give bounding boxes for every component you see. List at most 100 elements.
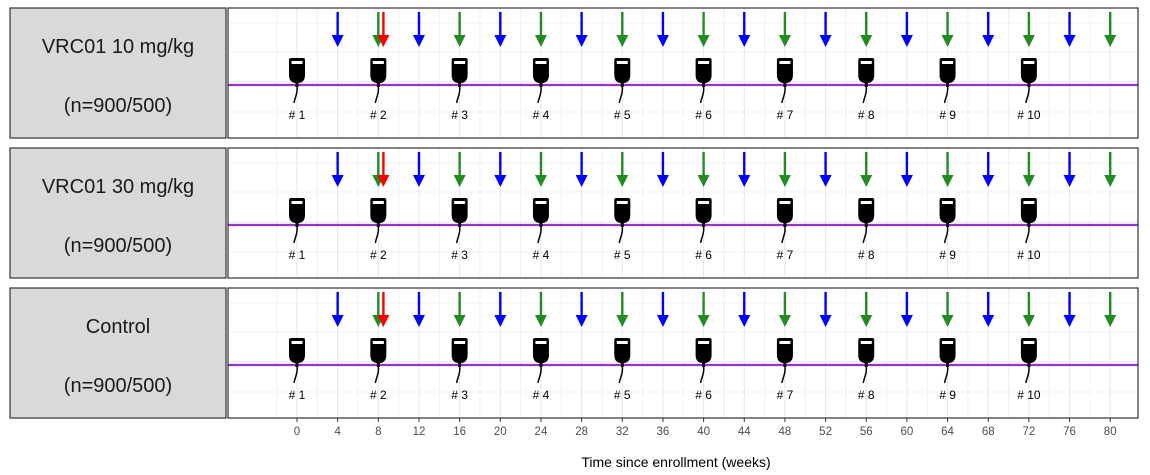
infusion-label: # 2 xyxy=(370,388,387,402)
x-axis-label: Time since enrollment (weeks) xyxy=(581,454,770,470)
x-tick-label: 20 xyxy=(494,426,507,438)
x-tick-label: 44 xyxy=(738,426,751,438)
infusion-bag-icon xyxy=(289,58,305,104)
visit-arrow xyxy=(900,292,913,327)
panel-sublabel: (n=900/500) xyxy=(64,375,172,397)
visit-arrow xyxy=(738,292,751,327)
infusion-bag-icon xyxy=(1020,58,1037,104)
visit-arrow xyxy=(656,292,669,327)
x-tick-label: 64 xyxy=(941,426,954,438)
visit-arrow xyxy=(1063,12,1076,47)
infusion-bag-icon xyxy=(776,198,793,244)
visit-arrow xyxy=(1022,152,1035,187)
infusion-bag-icon xyxy=(614,338,631,384)
infusion-label: # 5 xyxy=(614,248,631,262)
infusion-bag-icon xyxy=(451,198,468,244)
infusion-bag-icon xyxy=(695,198,712,244)
visit-arrow xyxy=(616,152,629,187)
visit-arrow xyxy=(738,12,751,47)
infusion-bag-icon xyxy=(532,338,549,384)
panels: VRC01 10 mg/kg (n=900/500) # 1 # 2 # 3 # 4 # 5… xyxy=(9,7,1139,419)
visit-arrow xyxy=(941,12,954,47)
infusion-bag-icon xyxy=(858,198,875,244)
x-tick-label: 36 xyxy=(657,426,670,438)
visit-arrow xyxy=(982,12,995,47)
infusion-bag-icon xyxy=(370,198,387,244)
panel-border xyxy=(227,7,1139,139)
visit-arrow xyxy=(534,292,547,327)
infusion-bag-icon xyxy=(451,58,468,104)
visit-arrow xyxy=(982,152,995,187)
visit-arrow xyxy=(616,12,629,47)
visit-arrow xyxy=(819,12,832,47)
infusion-bag-icon xyxy=(776,58,793,104)
visit-arrow xyxy=(412,152,425,187)
visit-arrow xyxy=(1063,292,1076,327)
infusion-label: # 2 xyxy=(370,108,387,122)
visit-arrow xyxy=(494,292,507,327)
x-tick-label: 52 xyxy=(819,426,832,438)
visit-arrow xyxy=(819,152,832,187)
infusion-label: # 10 xyxy=(1017,248,1041,262)
infusion-label: # 10 xyxy=(1017,388,1041,402)
panel-strip xyxy=(9,287,227,419)
visit-arrow xyxy=(697,292,710,327)
x-tick-label: 48 xyxy=(779,426,792,438)
visit-arrow xyxy=(656,12,669,47)
visit-arrow xyxy=(331,292,344,327)
infusion-bag-icon xyxy=(451,338,468,384)
visit-arrow xyxy=(941,292,954,327)
infusion-bag-icon xyxy=(695,338,712,384)
visit-arrow xyxy=(377,292,390,327)
x-tick-label: 28 xyxy=(575,426,588,438)
x-tick-label: 68 xyxy=(982,426,995,438)
panel-label: VRC01 30 mg/kg xyxy=(42,176,194,198)
infusion-label: # 9 xyxy=(939,388,956,402)
x-tick-label: 8 xyxy=(375,426,381,438)
visit-arrow xyxy=(453,292,466,327)
visit-arrow xyxy=(575,12,588,47)
x-tick-label: 16 xyxy=(453,426,466,438)
infusion-bag-icon xyxy=(532,58,549,104)
infusion-label: # 1 xyxy=(289,388,306,402)
visit-arrow xyxy=(1104,292,1117,327)
visit-arrow xyxy=(860,12,873,47)
infusion-label: # 8 xyxy=(858,248,875,262)
x-tick-label: 24 xyxy=(535,426,548,438)
visit-arrow xyxy=(616,292,629,327)
panel: VRC01 30 mg/kg (n=900/500) # 1 # 2 # 3 # 4 # 5… xyxy=(9,147,1139,279)
x-tick-label: 40 xyxy=(697,426,710,438)
infusion-bag-icon xyxy=(370,338,387,384)
visit-arrow xyxy=(1104,12,1117,47)
visit-arrow xyxy=(377,12,390,47)
infusion-label: # 3 xyxy=(451,108,468,122)
infusion-bag-icon xyxy=(776,338,793,384)
visit-arrow xyxy=(778,12,791,47)
visit-arrow xyxy=(982,292,995,327)
x-tick-label: 4 xyxy=(334,426,341,438)
visit-arrow xyxy=(412,292,425,327)
x-axis: 0 4 8 12 16 20 24 28 32 36 40 44 48 52 56 60 64 68 72 76 80 xyxy=(294,418,1117,438)
panel-strip xyxy=(9,7,227,139)
infusion-label: # 7 xyxy=(777,388,794,402)
infusion-label: # 1 xyxy=(289,248,306,262)
infusion-label: # 8 xyxy=(858,388,875,402)
infusion-label: # 7 xyxy=(777,108,794,122)
visit-arrow xyxy=(453,12,466,47)
x-tick-label: 72 xyxy=(1022,426,1035,438)
infusion-bag-icon xyxy=(370,58,387,104)
infusion-label: # 4 xyxy=(533,108,550,122)
panel: Control (n=900/500) # 1 # 2 # 3 # 4 # 5 # 6 # 7 #… xyxy=(9,287,1139,419)
panel: VRC01 10 mg/kg (n=900/500) # 1 # 2 # 3 # 4 # 5… xyxy=(9,7,1139,139)
infusion-label: # 5 xyxy=(614,388,631,402)
x-tick-label: 76 xyxy=(1063,426,1076,438)
visit-arrow xyxy=(778,152,791,187)
infusion-bag-icon xyxy=(695,58,712,104)
visit-arrow xyxy=(860,152,873,187)
x-tick-label: 32 xyxy=(616,426,629,438)
infusion-label: # 6 xyxy=(695,388,712,402)
infusion-label: # 2 xyxy=(370,248,387,262)
panel-sublabel: (n=900/500) xyxy=(64,235,172,257)
visit-arrow xyxy=(941,152,954,187)
